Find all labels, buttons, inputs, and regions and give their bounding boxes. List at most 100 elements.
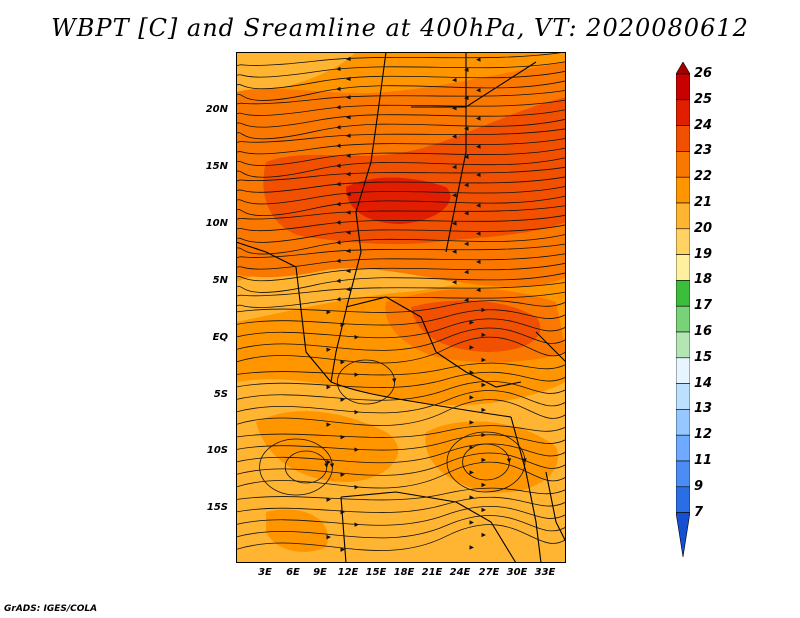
colorbar-label: 19 (694, 246, 713, 262)
colorbar-segment (676, 73, 690, 101)
colorbar-label: 13 (694, 401, 713, 417)
map-panel (236, 52, 566, 563)
flow-arrow (354, 522, 359, 527)
flow-arrow (469, 420, 474, 425)
colorbar-label: 9 (694, 478, 704, 494)
lon-tick-label: 6E (286, 567, 300, 578)
flow-arrow (346, 248, 351, 254)
flow-arrow (476, 172, 481, 177)
wbpt-contour-wbpt-23 (263, 97, 566, 245)
colorbar-label: 18 (694, 272, 713, 288)
flow-arrow (336, 125, 341, 130)
colorbar-segment (676, 409, 690, 436)
flow-arrow (481, 457, 486, 463)
colorbar-segment (676, 202, 690, 230)
flow-arrow (354, 447, 359, 452)
streamline (236, 425, 566, 438)
wbpt-contour-wbpt-21 (256, 411, 399, 482)
streamline (236, 118, 566, 140)
streamline (236, 380, 566, 401)
flow-arrow (469, 520, 474, 525)
streamline (236, 399, 566, 426)
colorbar-segment (676, 280, 690, 307)
streamline (236, 443, 566, 464)
colorbar-segment (676, 228, 690, 255)
streamline (236, 327, 566, 351)
streamline (236, 224, 566, 243)
flow-arrow (469, 470, 474, 475)
flow-arrow (464, 269, 469, 275)
flow-arrow (452, 77, 457, 83)
streamline (236, 371, 566, 388)
lon-tick-label: 21E (421, 567, 443, 578)
colorbar-label: 16 (694, 324, 713, 339)
country-border (345, 296, 437, 353)
flow-arrow (346, 133, 351, 138)
colorbar-label: 22 (694, 169, 713, 185)
colorbar-segment (676, 486, 690, 513)
flow-arrow (476, 87, 481, 93)
flow-arrow (336, 201, 341, 207)
flow-arrow (336, 163, 341, 168)
streamline (236, 515, 566, 539)
flow-arrow (481, 357, 486, 363)
streamline (236, 234, 566, 255)
colorbar-bottom-arrow (676, 512, 690, 557)
country-border (330, 52, 387, 383)
streamline (236, 461, 566, 489)
colorbar-label: 7 (694, 504, 704, 520)
country-border (445, 52, 467, 253)
flow-arrow (326, 497, 331, 502)
colorbar-segment (676, 305, 690, 333)
country-border (295, 266, 332, 383)
flow-arrow (336, 86, 341, 92)
flow-arrow (340, 472, 345, 477)
flow-arrow (346, 210, 351, 215)
streamline (236, 262, 566, 282)
flow-arrow (336, 66, 341, 72)
streamline (236, 390, 566, 414)
streamline (236, 452, 566, 476)
country-border (340, 496, 347, 563)
lat-tick-label: 15N (205, 161, 228, 172)
flow-arrow (469, 395, 474, 400)
lon-tick-label: 27E (478, 567, 500, 578)
streamline (236, 90, 566, 105)
flow-arrow (476, 231, 481, 236)
lon-tick-label: 15E (365, 567, 387, 578)
streamline (236, 272, 566, 293)
flow-arrow (464, 126, 469, 131)
country-border (330, 381, 512, 418)
flow-arrow (326, 422, 331, 427)
flow-arrow (476, 57, 481, 62)
flow-arrow (324, 463, 329, 468)
wbpt-shading (236, 52, 566, 563)
streamline (236, 195, 566, 216)
colorbar-label: 20 (694, 220, 713, 236)
flow-arrow (476, 287, 481, 293)
flow-arrow (464, 95, 469, 101)
colorbar-label: 14 (694, 375, 713, 391)
colorbar-segment (676, 151, 690, 178)
flow-arrow (452, 105, 457, 111)
flow-arrow (336, 220, 341, 225)
flow-arrow (452, 192, 457, 198)
lon-tick-label: 3E (258, 567, 272, 578)
flow-arrow (476, 259, 481, 264)
map-title: WBPT [C] and Sreamline at 400hPa, VT: 20… (51, 14, 749, 42)
lat-tick-label: 10S (206, 445, 228, 456)
flow-arrow (346, 191, 351, 197)
flow-arrow (464, 182, 469, 188)
lon-tick-label: 9E (313, 567, 327, 578)
flow-arrow (336, 143, 341, 148)
flow-arrow (346, 115, 351, 120)
flow-arrow (481, 407, 486, 413)
country-border (510, 416, 542, 563)
country-border (545, 471, 566, 543)
colorbar-label: 15 (694, 349, 713, 365)
streamline (236, 300, 566, 313)
streamline (236, 487, 566, 501)
flow-arrow (340, 435, 345, 440)
flow-arrow (522, 458, 527, 463)
flow-arrow (346, 171, 351, 177)
